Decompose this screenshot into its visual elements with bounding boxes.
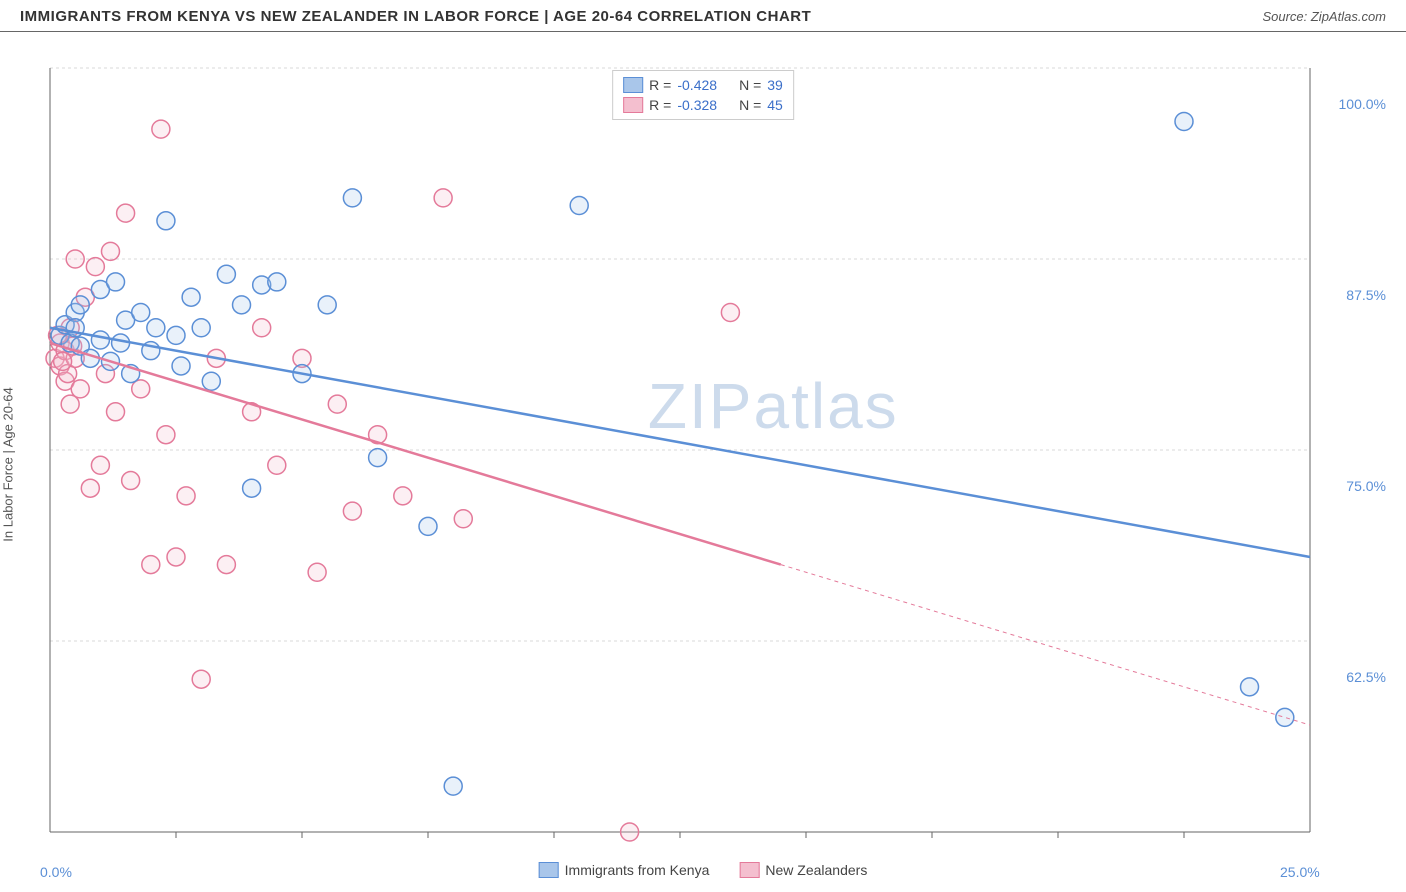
r-label: R =: [649, 97, 671, 113]
chart-source: Source: ZipAtlas.com: [1262, 9, 1386, 24]
swatch-nz: [623, 97, 643, 113]
scatter-plot-svg: [0, 32, 1406, 882]
legend-row-nz: R = -0.328 N = 45: [623, 95, 783, 115]
legend-item-nz: New Zealanders: [739, 862, 867, 878]
n-value-kenya: 39: [767, 77, 783, 93]
r-label: R =: [649, 77, 671, 93]
legend-item-kenya: Immigrants from Kenya: [539, 862, 710, 878]
swatch-kenya-icon: [539, 862, 559, 878]
legend-label-kenya: Immigrants from Kenya: [565, 862, 710, 878]
legend-label-nz: New Zealanders: [765, 862, 867, 878]
legend-row-kenya: R = -0.428 N = 39: [623, 75, 783, 95]
n-value-nz: 45: [767, 97, 783, 113]
n-label: N =: [739, 77, 761, 93]
series-legend: Immigrants from Kenya New Zealanders: [539, 862, 868, 878]
swatch-nz-icon: [739, 862, 759, 878]
chart-title: IMMIGRANTS FROM KENYA VS NEW ZEALANDER I…: [20, 8, 811, 25]
r-value-kenya: -0.428: [677, 77, 717, 93]
correlation-legend: R = -0.428 N = 39 R = -0.328 N = 45: [612, 70, 794, 120]
swatch-kenya: [623, 77, 643, 93]
n-label: N =: [739, 97, 761, 113]
chart-header: IMMIGRANTS FROM KENYA VS NEW ZEALANDER I…: [0, 0, 1406, 32]
r-value-nz: -0.328: [677, 97, 717, 113]
chart-area: In Labor Force | Age 20-64 R = -0.428 N …: [0, 32, 1406, 882]
